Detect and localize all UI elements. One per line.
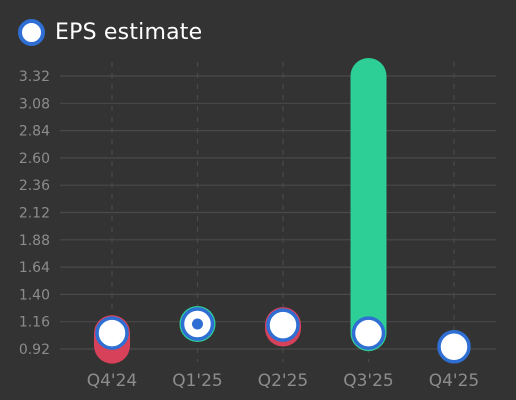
eps-actual-dot bbox=[192, 318, 203, 330]
eps-difference-bar bbox=[350, 58, 387, 352]
y-tick-label: 0.92 bbox=[19, 342, 50, 358]
y-tick-label: 1.40 bbox=[19, 287, 50, 303]
eps-estimate-marker bbox=[437, 329, 471, 364]
y-tick-label: 3.32 bbox=[19, 69, 50, 85]
legend-label: EPS estimate bbox=[55, 20, 203, 45]
x-tick-label: Q4'24 bbox=[87, 371, 138, 391]
x-tick-label: Q4'25 bbox=[429, 371, 480, 391]
x-tick-label: Q2'25 bbox=[258, 371, 309, 391]
y-tick-label: 1.16 bbox=[19, 315, 50, 331]
y-tick-label: 2.36 bbox=[19, 178, 50, 194]
x-tick-label: Q3'25 bbox=[343, 371, 394, 391]
eps-estimate-marker bbox=[351, 316, 386, 350]
eps-estimate-marker bbox=[95, 316, 129, 350]
legend-marker-icon bbox=[18, 19, 45, 46]
y-tick-label: 2.84 bbox=[19, 124, 50, 140]
y-tick-label: 2.12 bbox=[19, 206, 50, 222]
y-tick-label: 1.88 bbox=[19, 233, 50, 249]
y-tick-label: 2.60 bbox=[19, 151, 50, 167]
legend: EPS estimate bbox=[18, 19, 202, 46]
y-tick-label: 3.08 bbox=[19, 96, 50, 112]
eps-estimate-marker bbox=[266, 308, 300, 342]
x-tick-label: Q1'25 bbox=[172, 371, 223, 391]
y-tick-label: 1.64 bbox=[19, 260, 50, 276]
